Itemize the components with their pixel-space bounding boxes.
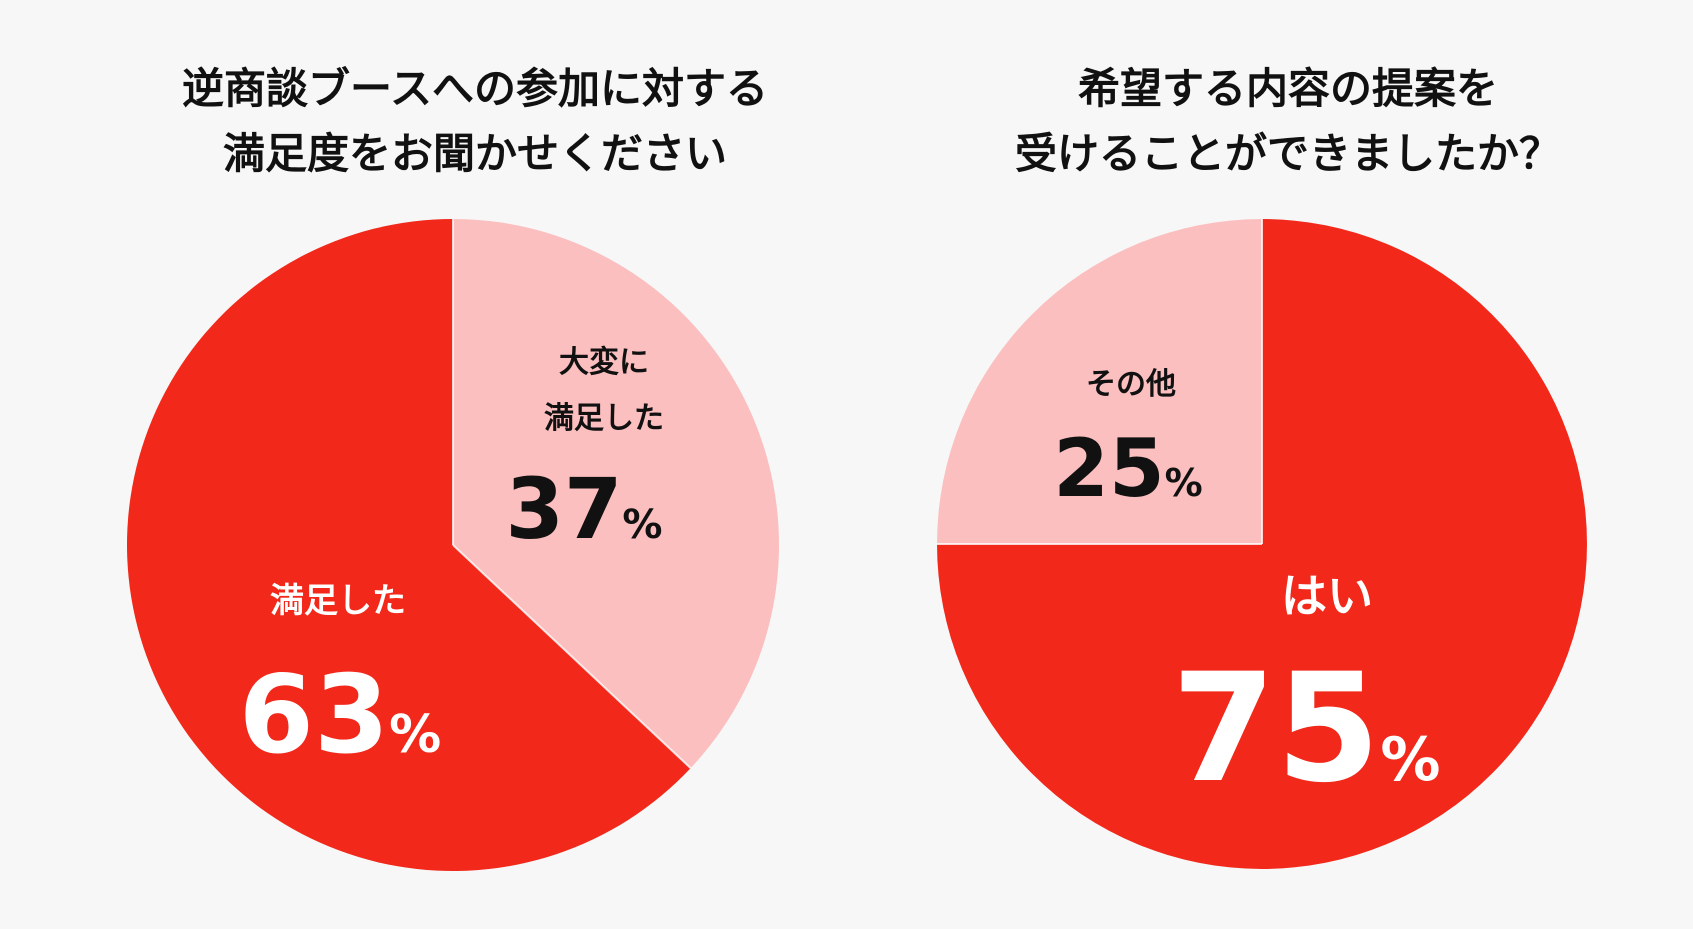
slice-value-number: 63 <box>239 653 389 778</box>
slice-value-number: 25 <box>1053 422 1164 515</box>
pie-slice <box>453 219 779 769</box>
slice-value: 37% <box>506 460 663 558</box>
slice-label: 大変に <box>559 345 649 380</box>
chart-title-line: 希望する内容の提案を <box>1078 64 1498 113</box>
slice-value: 25% <box>1053 422 1202 515</box>
slice-value-unit: % <box>1165 461 1203 505</box>
slice-value-number: 75 <box>1172 642 1381 816</box>
slice-divider <box>452 544 692 769</box>
pie-slice <box>126 219 691 872</box>
slice-label: その他 <box>1086 367 1176 402</box>
slice-value-number: 37 <box>506 460 623 558</box>
chart-title-line: 受けることができましたか？ <box>1015 129 1561 178</box>
slice-value-unit: % <box>389 705 441 765</box>
slice-label: 満足した <box>270 581 406 621</box>
slice-label: はい <box>1281 569 1373 623</box>
chart-title-line: 満足度をお聞かせください <box>223 129 727 178</box>
slice-value: 75% <box>1172 642 1441 816</box>
slice-value-unit: % <box>622 502 662 548</box>
pie-slice <box>937 219 1262 544</box>
slice-value: 63% <box>239 653 441 778</box>
slice-value-unit: % <box>1380 725 1440 795</box>
slice-label: 満足した <box>544 401 664 436</box>
chart-title-line: 逆商談ブースへの参加に対する <box>182 64 768 113</box>
